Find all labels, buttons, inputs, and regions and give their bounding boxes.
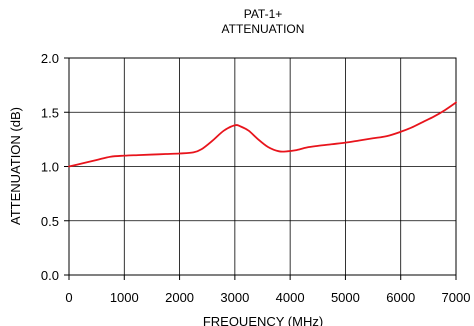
x-tick-label: 7000 <box>442 290 471 305</box>
x-tick-label: 1000 <box>110 290 139 305</box>
tick-label-layer: 0 1000 2000 3000 4000 5000 6000 7000 0.0 0.5 1.0 1.… <box>41 51 471 305</box>
y-tick-label: 2.0 <box>41 51 59 66</box>
grid-layer <box>64 57 457 280</box>
y-axis-label: ATTENUATION (dB) <box>8 107 23 225</box>
y-tick-label: 0.0 <box>41 268 59 283</box>
x-tick-label: 4000 <box>276 290 305 305</box>
x-tick-label: 3000 <box>220 290 249 305</box>
x-tick-label: 5000 <box>331 290 360 305</box>
attenuation-series-line <box>68 101 457 168</box>
plot-layer <box>68 101 457 168</box>
x-tick-label: 2000 <box>165 290 194 305</box>
y-tick-label: 0.5 <box>41 214 59 229</box>
y-tick-label: 1.5 <box>41 105 59 120</box>
y-tick-label: 1.0 <box>41 160 59 175</box>
chart-title-line-2: ATTENUATION <box>222 22 305 36</box>
chart-title-line-1: PAT-1+ <box>244 7 283 21</box>
x-axis-label: FREQUENCY (MHz) <box>203 314 323 326</box>
x-tick-label: 0 <box>65 290 72 305</box>
x-tick-label: 6000 <box>386 290 415 305</box>
